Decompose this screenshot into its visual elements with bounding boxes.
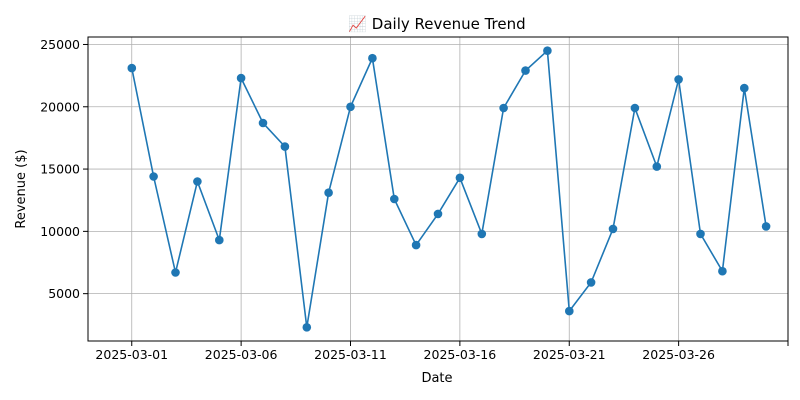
data-point [215, 235, 224, 245]
data-point [433, 209, 443, 219]
revenue-series-line [131, 49, 767, 328]
x-tick-label: 2025-03-11 [314, 347, 387, 362]
data-point [543, 46, 552, 55]
data-point [346, 102, 355, 112]
data-point [193, 177, 202, 186]
x-tick-label: 2025-03-06 [205, 347, 278, 362]
x-axis-label: Date [421, 371, 452, 386]
data-point [718, 266, 727, 276]
data-point [696, 229, 705, 239]
data-point [171, 268, 180, 277]
data-point [761, 222, 771, 231]
grid [88, 37, 789, 341]
data-point [236, 73, 246, 83]
data-point [127, 63, 137, 73]
data-point [608, 224, 618, 234]
x-tick-label: 2025-03-26 [642, 347, 715, 362]
data-point [674, 75, 683, 84]
y-tick-label: 5000 [48, 286, 80, 301]
data-point [280, 142, 290, 151]
chart-title: 📈 Daily Revenue Trend [348, 15, 525, 33]
data-point [477, 229, 487, 239]
data-point [565, 306, 574, 316]
data-point [521, 66, 530, 75]
y-tick-label: 10000 [40, 224, 80, 239]
x-tick-label: 2025-03-01 [95, 347, 168, 362]
data-point [411, 240, 421, 250]
data-point [302, 323, 312, 332]
revenue-points [127, 46, 771, 332]
data-point [324, 188, 333, 197]
data-point [390, 194, 399, 204]
data-point [499, 103, 508, 113]
axis-ticks: 2025-03-01 2025-03-06 2025-03-11 2025-03-16… [40, 37, 789, 362]
data-point [586, 278, 596, 287]
data-point [652, 162, 662, 171]
y-axis-label: Revenue ($) [14, 149, 29, 228]
y-tick-label: 25000 [40, 37, 80, 52]
y-tick-label: 15000 [40, 162, 80, 177]
data-point [740, 83, 749, 93]
x-tick-label: 2025-03-16 [424, 347, 497, 362]
data-point [149, 172, 158, 181]
x-tick-label: 2025-03-21 [533, 347, 606, 362]
data-point [258, 118, 268, 128]
data-point [630, 103, 640, 113]
data-point [368, 53, 377, 63]
data-point [455, 173, 465, 183]
plot-frame [87, 36, 789, 342]
y-tick-label: 20000 [40, 99, 80, 114]
